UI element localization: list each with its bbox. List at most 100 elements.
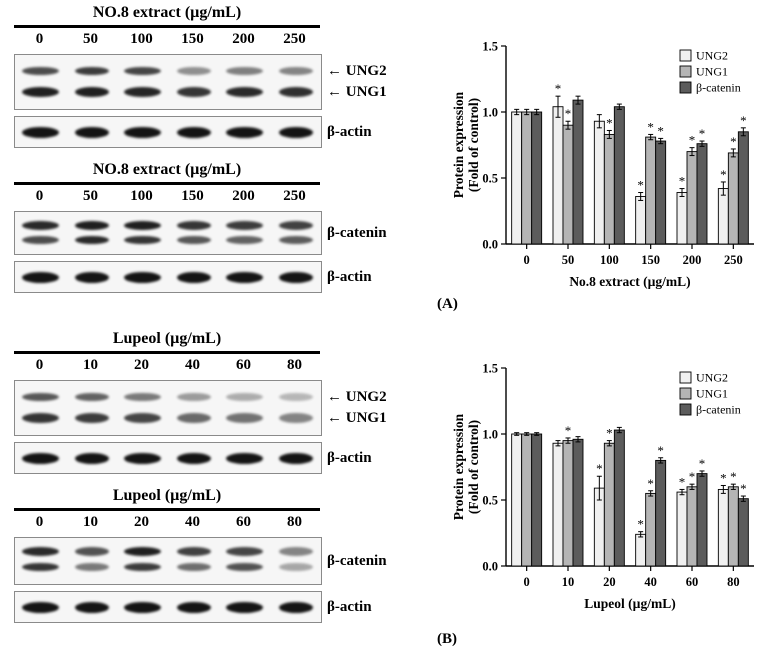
blot-band <box>22 86 59 97</box>
lane-label: 50 <box>83 31 98 47</box>
blot-band <box>226 563 263 572</box>
blot-band <box>226 220 263 230</box>
blot-band <box>278 67 313 76</box>
blot-strip-row: β-actin <box>14 116 448 148</box>
blot-band <box>22 452 59 464</box>
blot-strip <box>14 261 322 293</box>
blot-strip-labels: β-actin <box>327 117 443 147</box>
bar <box>635 196 647 245</box>
blot-band <box>74 220 109 230</box>
blot-band <box>176 452 211 464</box>
bar <box>655 140 667 245</box>
band-label: ← UNG2 <box>327 389 387 406</box>
blot-band <box>124 235 161 244</box>
blot-band <box>278 86 313 97</box>
blot-band <box>22 271 59 283</box>
bar <box>521 111 533 245</box>
blot-header-rule <box>14 508 320 511</box>
significance-marker: * <box>606 115 613 130</box>
lane-label: 250 <box>283 188 306 204</box>
bar <box>686 486 698 567</box>
blot-strip-row: β-actin <box>14 591 448 623</box>
blot-strip-labels: β-catenin <box>327 538 443 584</box>
bar <box>593 120 605 245</box>
blot-band <box>124 86 161 97</box>
bar <box>572 99 584 245</box>
band-label: β-actin <box>327 269 372 285</box>
lane-label: 80 <box>287 357 302 373</box>
significance-marker: * <box>637 178 644 193</box>
blot-band <box>22 547 59 557</box>
blot-strip <box>14 116 322 148</box>
legend-swatch <box>679 81 692 94</box>
y-tick-label: 1.5 <box>482 362 498 376</box>
blot-band <box>176 601 211 613</box>
significance-marker: * <box>565 106 572 121</box>
significance-marker: * <box>647 119 654 134</box>
bar <box>562 124 574 245</box>
blot-strip-row: ← UNG2 ← UNG1 <box>14 380 448 436</box>
band-label: β-actin <box>327 599 372 615</box>
bar <box>655 459 667 567</box>
blot-band <box>176 563 211 572</box>
blot-strip-row: β-catenin <box>14 537 448 585</box>
blot-title: Lupeol (µg/mL) <box>112 330 222 347</box>
blot-band <box>124 126 161 138</box>
bar <box>531 111 543 245</box>
blot-band <box>226 412 263 423</box>
bar <box>531 433 543 567</box>
bar <box>717 188 729 245</box>
y-axis-label: Protein expression <box>451 91 466 198</box>
significance-marker: * <box>657 443 664 458</box>
lane-label: 20 <box>134 357 149 373</box>
blot-band <box>176 67 211 76</box>
x-tick-label: 40 <box>644 575 657 589</box>
blot-strip <box>14 537 322 585</box>
band-label: ← UNG1 <box>327 83 387 100</box>
blot-band <box>278 563 313 572</box>
blot-strip <box>14 442 322 474</box>
significance-marker: * <box>637 517 644 532</box>
blot-band <box>124 220 161 230</box>
legend-label: β-catenin <box>696 81 741 95</box>
lane-label: 0 <box>35 357 44 373</box>
x-tick-label: 200 <box>683 253 702 267</box>
lane-label: 250 <box>283 31 306 47</box>
blot-band <box>74 235 109 244</box>
lane-label: 60 <box>236 514 251 530</box>
significance-marker: * <box>565 423 572 438</box>
y-tick-label: 0.0 <box>482 238 498 252</box>
blot-band <box>278 412 313 423</box>
significance-marker: * <box>679 174 686 189</box>
blot-band <box>278 393 313 402</box>
panel-a-chart: 0.0 0.5 1.0 1.5 0 50 100 150 200 250 * * * * * * * * * * * * U… <box>450 32 762 301</box>
blot-band <box>124 412 161 423</box>
lane-label: 0 <box>35 514 44 530</box>
blot-band <box>226 601 263 613</box>
x-tick-label: 0 <box>524 253 530 267</box>
bar <box>737 131 749 245</box>
panel-a: NO.8 extract (µg/mL) 0 50 100 150 200 250 ← UNG… <box>0 0 768 322</box>
bar <box>645 136 657 245</box>
significance-marker: * <box>730 134 737 149</box>
lane-label: 200 <box>232 188 255 204</box>
band-label: β-catenin <box>327 225 387 241</box>
blot-band <box>278 271 313 283</box>
blot-band <box>74 271 109 283</box>
bar <box>603 442 615 567</box>
blot-band <box>74 452 109 464</box>
blot-group-bcatenin-b: Lupeol (µg/mL) 0 10 20 40 60 80 β-catenin β-acti… <box>14 486 448 623</box>
lane-label: 0 <box>35 188 44 204</box>
legend-label: UNG1 <box>696 65 728 79</box>
bar <box>552 106 564 245</box>
legend-swatch <box>679 371 692 384</box>
bar <box>603 133 615 245</box>
blot-band <box>74 126 109 138</box>
blot-band <box>22 67 59 76</box>
blot-band <box>124 271 161 283</box>
significance-marker: * <box>679 474 686 489</box>
x-tick-label: 250 <box>724 253 743 267</box>
blot-band <box>176 547 211 557</box>
bar <box>635 533 647 567</box>
blot-band <box>74 547 109 557</box>
